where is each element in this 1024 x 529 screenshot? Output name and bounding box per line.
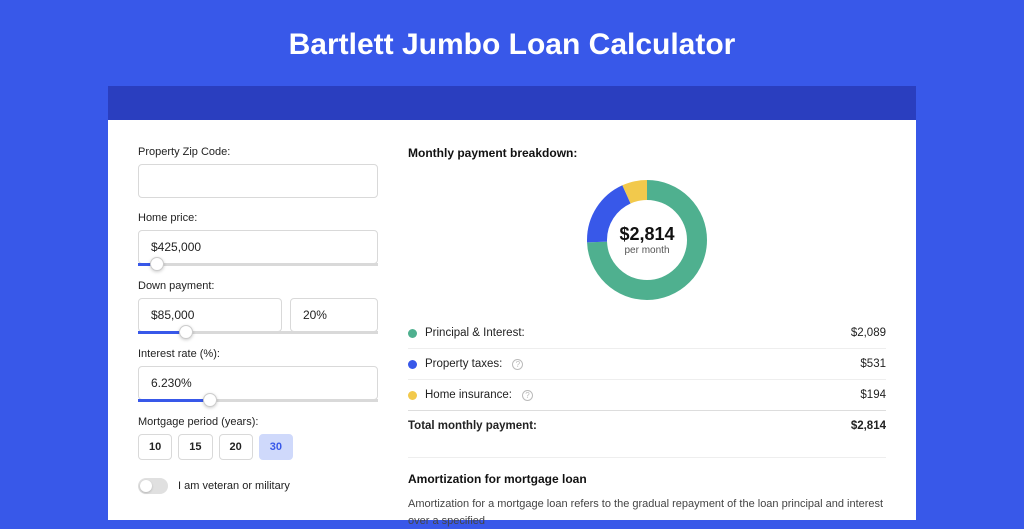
info-icon[interactable]: ? — [512, 359, 523, 370]
down-payment-label: Down payment: — [138, 280, 378, 292]
legend: Principal & Interest: $2,089 Property taxe… — [408, 318, 886, 410]
banner-strip — [108, 86, 916, 120]
down-payment-slider[interactable] — [138, 331, 378, 334]
legend-row: Principal & Interest: $2,089 — [408, 318, 886, 348]
legend-dot — [408, 391, 417, 400]
donut-center: $2,814 per month — [583, 176, 711, 304]
form-column: Property Zip Code: Home price: Down paym… — [138, 146, 378, 520]
toggle-knob — [140, 480, 152, 492]
page-title: Bartlett Jumbo Loan Calculator — [0, 0, 1024, 86]
home-price-slider[interactable] — [138, 263, 378, 266]
legend-dot — [408, 329, 417, 338]
donut-sub: per month — [624, 245, 669, 256]
down-payment-percent-input[interactable] — [290, 298, 378, 332]
breakdown-column: Monthly payment breakdown: $2,814 per mo… — [408, 146, 886, 520]
info-icon[interactable]: ? — [522, 390, 533, 401]
zip-field: Property Zip Code: — [138, 146, 378, 198]
veteran-toggle[interactable] — [138, 478, 168, 494]
down-payment-field: Down payment: — [138, 280, 378, 334]
veteran-toggle-row: I am veteran or military — [138, 478, 378, 494]
donut-chart: $2,814 per month — [583, 176, 711, 304]
down-payment-amount-input[interactable] — [138, 298, 282, 332]
veteran-label: I am veteran or military — [178, 480, 290, 492]
legend-dot — [408, 360, 417, 369]
donut-amount: $2,814 — [619, 224, 674, 245]
amortization-section: Amortization for mortgage loan Amortizat… — [408, 457, 886, 529]
interest-rate-slider[interactable] — [138, 399, 378, 402]
amortization-title: Amortization for mortgage loan — [408, 472, 886, 486]
slider-thumb[interactable] — [203, 393, 217, 407]
interest-rate-field: Interest rate (%): — [138, 348, 378, 402]
legend-value: $194 — [860, 389, 886, 401]
slider-thumb[interactable] — [150, 257, 164, 271]
mortgage-period-field: Mortgage period (years): 1015 2030 — [138, 416, 378, 460]
slider-thumb[interactable] — [179, 325, 193, 339]
calculator-card: Property Zip Code: Home price: Down paym… — [108, 120, 916, 520]
interest-rate-label: Interest rate (%): — [138, 348, 378, 360]
legend-label: Home insurance: — [425, 389, 512, 401]
mortgage-period-label: Mortgage period (years): — [138, 416, 378, 428]
legend-label: Principal & Interest: — [425, 327, 525, 339]
amortization-text: Amortization for a mortgage loan refers … — [408, 496, 886, 529]
mortgage-period-options: 1015 2030 — [138, 434, 378, 460]
zip-label: Property Zip Code: — [138, 146, 378, 158]
period-button-20[interactable]: 20 — [219, 434, 253, 460]
total-value: $2,814 — [851, 420, 886, 432]
total-label: Total monthly payment: — [408, 420, 537, 432]
legend-value: $531 — [860, 358, 886, 370]
legend-total-row: Total monthly payment: $2,814 — [408, 410, 886, 441]
interest-rate-input[interactable] — [138, 366, 378, 400]
period-button-15[interactable]: 15 — [178, 434, 212, 460]
legend-label: Property taxes: — [425, 358, 502, 370]
home-price-input[interactable] — [138, 230, 378, 264]
legend-value: $2,089 — [851, 327, 886, 339]
legend-row: Property taxes:? $531 — [408, 348, 886, 379]
home-price-label: Home price: — [138, 212, 378, 224]
period-button-30[interactable]: 30 — [259, 434, 293, 460]
period-button-10[interactable]: 10 — [138, 434, 172, 460]
legend-row: Home insurance:? $194 — [408, 379, 886, 410]
zip-input[interactable] — [138, 164, 378, 198]
breakdown-title: Monthly payment breakdown: — [408, 146, 886, 160]
donut-chart-wrap: $2,814 per month — [408, 170, 886, 318]
home-price-field: Home price: — [138, 212, 378, 266]
